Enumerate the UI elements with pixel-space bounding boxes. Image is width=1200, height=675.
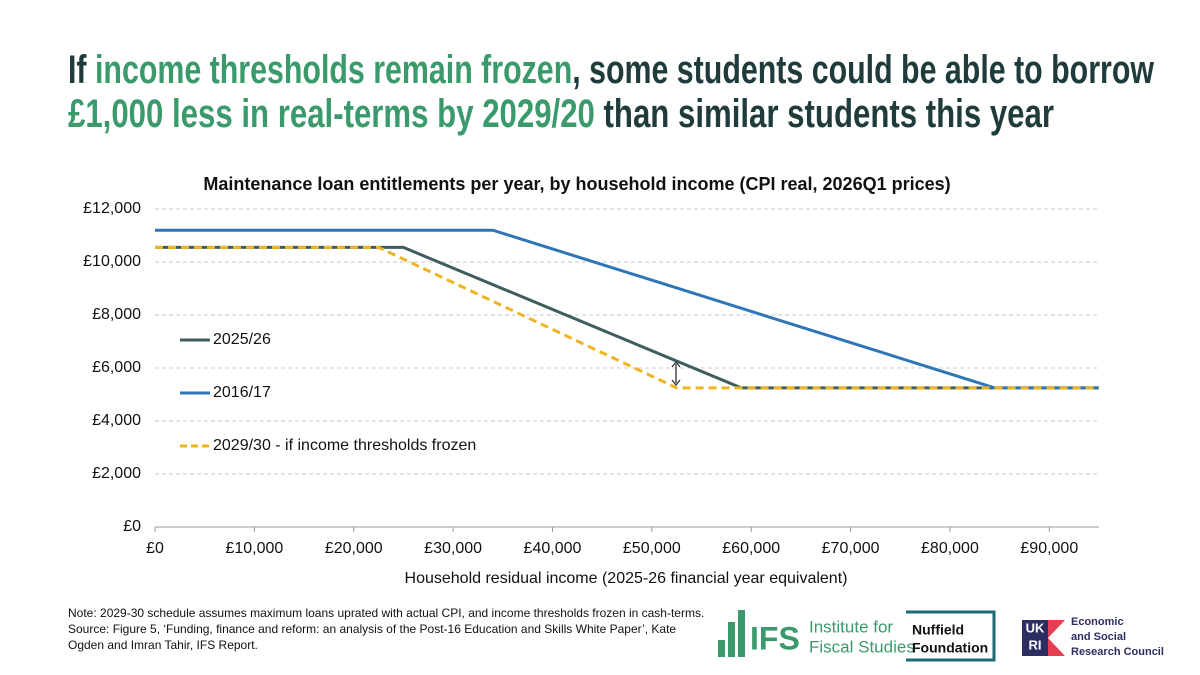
note: Ogden and Imran Tahir, IFS Report. bbox=[68, 638, 258, 652]
ifs-name: Institute for bbox=[809, 617, 893, 636]
esrc-name: Research Council bbox=[1071, 646, 1164, 658]
ifs-name: Fiscal Studies bbox=[809, 637, 915, 656]
series-line bbox=[155, 245, 1099, 390]
gap-arrow bbox=[671, 360, 681, 387]
headline-line: £1,000 less in real-terms by 2029/20 tha… bbox=[68, 92, 1054, 136]
x-tick-label: £60,000 bbox=[722, 540, 780, 557]
x-tick-label: £0 bbox=[146, 540, 164, 557]
x-tick-label: £50,000 bbox=[623, 540, 681, 557]
legend-label: 2025/26 bbox=[213, 331, 271, 348]
nuffield-name: Nuffield bbox=[912, 622, 964, 638]
x-tick-label: £30,000 bbox=[424, 540, 482, 557]
ukri-mark: UK bbox=[1026, 620, 1045, 635]
y-tick-label: £4,000 bbox=[92, 412, 141, 429]
headline-segment: If bbox=[68, 48, 95, 92]
note: Note: 2029-30 schedule assumes maximum l… bbox=[68, 606, 704, 620]
x-tick-label: £70,000 bbox=[822, 540, 880, 557]
legend-label: 2029/30 - if income thresholds frozen bbox=[213, 437, 476, 454]
headline-segment: £1,000 less in real-terms by 2029/20 bbox=[68, 92, 595, 136]
chart-title: Maintenance loan entitlements per year, … bbox=[203, 174, 950, 194]
headline-segment: income thresholds remain frozen bbox=[95, 48, 572, 92]
ukri-logo: UK RI Economic and Social Research Counc… bbox=[1022, 616, 1164, 658]
y-tick-label: £0 bbox=[123, 518, 141, 535]
x-tick-label: £80,000 bbox=[921, 540, 979, 557]
plot: £0 £2,000 £4,000 £6,000 £8,000 £10,000 £12,000… bbox=[83, 200, 1099, 557]
headline-line: If income thresholds remain frozen, some… bbox=[68, 48, 1155, 92]
x-tick-label: £10,000 bbox=[225, 540, 283, 557]
y-tick-label: £12,000 bbox=[83, 200, 141, 217]
ukri-mark: RI bbox=[1029, 637, 1042, 652]
nuffield-name: Foundation bbox=[912, 640, 988, 656]
x-axis-label: Household residual income (2025-26 finan… bbox=[405, 570, 848, 587]
ifs-logo: IFS Institute for Fiscal Studies bbox=[718, 610, 915, 657]
nuffield-logo: Nuffield Foundation bbox=[906, 610, 996, 662]
headline-segment: , some students could be able to borrow bbox=[572, 48, 1154, 92]
series-line bbox=[155, 245, 1099, 390]
legend-label: 2016/17 bbox=[213, 384, 271, 401]
y-tick-label: £10,000 bbox=[83, 253, 141, 270]
x-tick-label: £90,000 bbox=[1020, 540, 1078, 557]
headline-segment: than similar students this year bbox=[595, 92, 1054, 136]
note: Source: Figure 5, ‘Funding, finance and … bbox=[68, 622, 676, 636]
y-tick-label: £6,000 bbox=[92, 359, 141, 376]
x-tick-label: £40,000 bbox=[524, 540, 582, 557]
y-tick-label: £8,000 bbox=[92, 306, 141, 323]
esrc-name: Economic bbox=[1071, 616, 1124, 628]
ifs-short: IFS bbox=[750, 620, 800, 656]
esrc-name: and Social bbox=[1071, 631, 1126, 643]
x-tick-label: £20,000 bbox=[325, 540, 383, 557]
y-tick-label: £2,000 bbox=[92, 465, 141, 482]
